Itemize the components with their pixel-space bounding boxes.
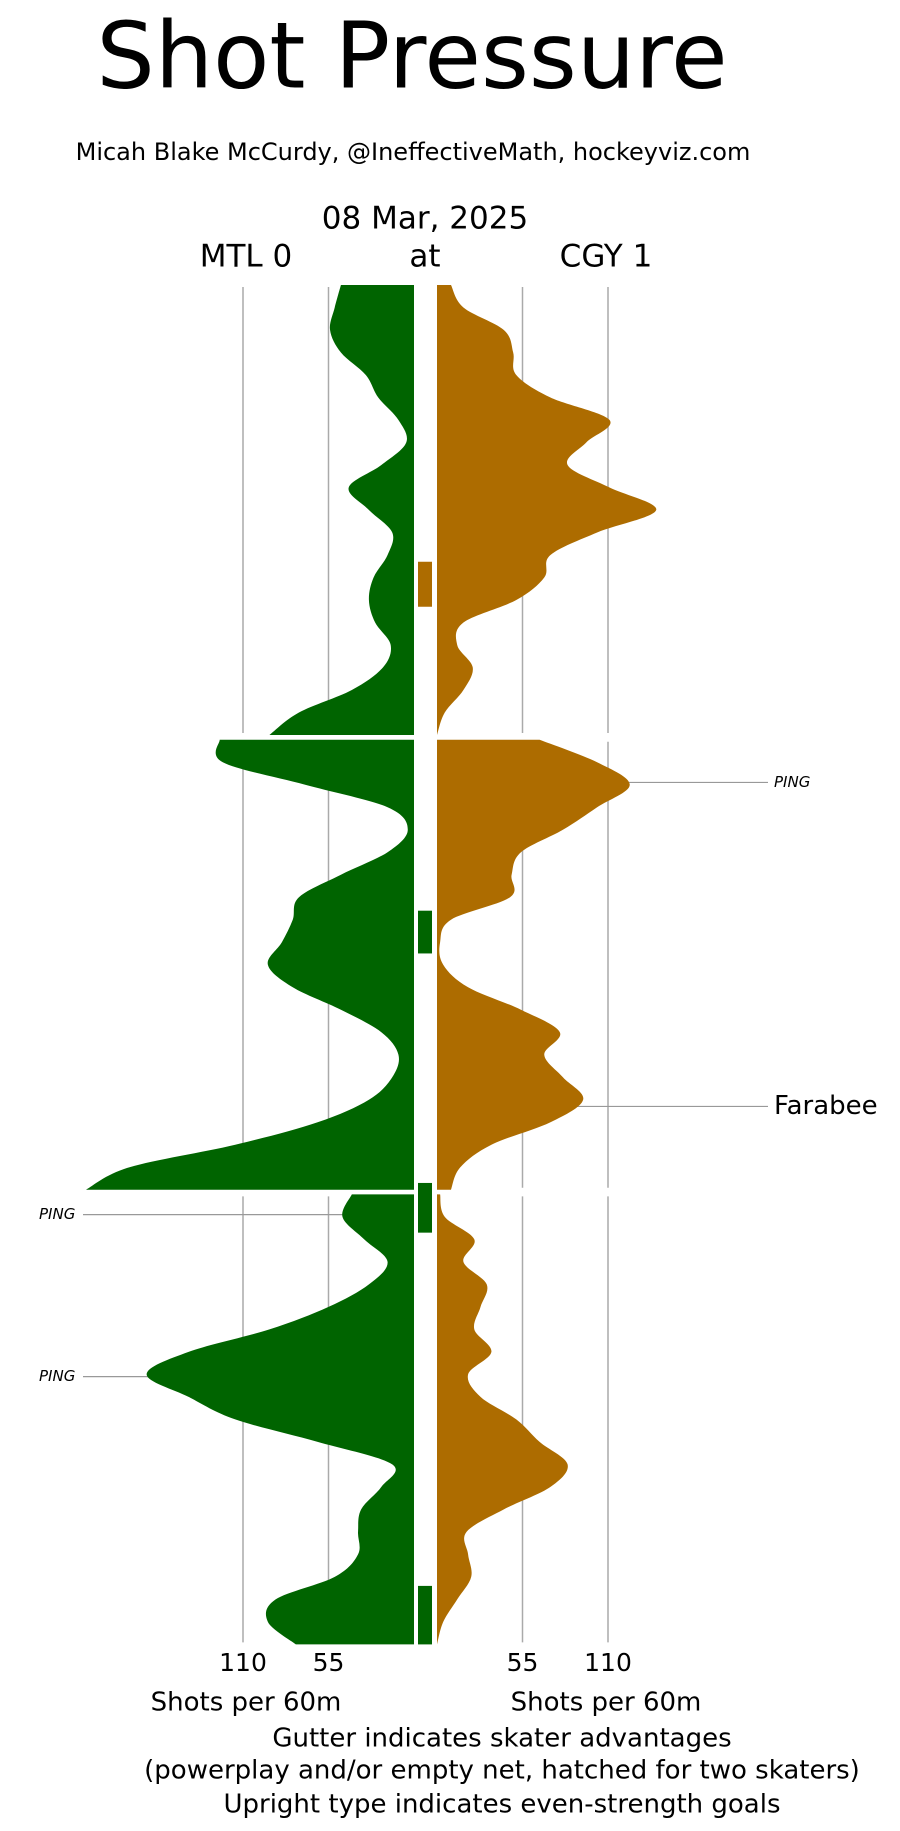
areas — [85, 285, 657, 1645]
advantage-bar — [418, 1585, 432, 1645]
footnote: (powerplay and/or empty net, hatched for… — [144, 1756, 860, 1786]
leaders — [83, 781, 768, 1378]
footnote: Upright type indicates even-strength goa… — [223, 1790, 780, 1820]
x-tick-label: 110 — [219, 1648, 267, 1677]
grid: 55 55 110 110 — [219, 287, 632, 1677]
x-tick-label: 55 — [507, 1648, 539, 1677]
pressure-area — [437, 739, 630, 1190]
overlay: PING PING PING Farabee — [39, 561, 878, 1645]
annotation: PING — [774, 773, 810, 791]
pressure-area — [269, 285, 414, 735]
pressure-area — [85, 739, 414, 1190]
annotation: Farabee — [774, 1091, 878, 1121]
date: 08 Mar, 2025 — [322, 201, 528, 237]
annotation: PING — [39, 1367, 75, 1385]
subtitle: Micah Blake McCurdy, @IneffectiveMath, h… — [76, 138, 751, 166]
footnote: Gutter indicates skater advantages — [272, 1724, 731, 1754]
pressure-area — [146, 1194, 414, 1645]
pressure-area — [437, 1194, 568, 1645]
away-team: MTL 0 — [200, 239, 293, 275]
advantage-bar — [418, 561, 432, 607]
pressure-area — [437, 285, 657, 735]
chart-title: Shot Pressure — [96, 2, 727, 109]
x-axis-label: Shots per 60m — [511, 1688, 702, 1718]
x-tick-label: 55 — [313, 1648, 345, 1677]
annotation: PING — [39, 1205, 75, 1223]
x-axis-label: Shots per 60m — [151, 1688, 342, 1718]
connector: at — [409, 239, 440, 275]
advantage-bar — [418, 1182, 432, 1233]
x-tick-label: 110 — [584, 1648, 632, 1677]
advantage-bar — [418, 910, 432, 954]
home-team: CGY 1 — [560, 239, 653, 275]
